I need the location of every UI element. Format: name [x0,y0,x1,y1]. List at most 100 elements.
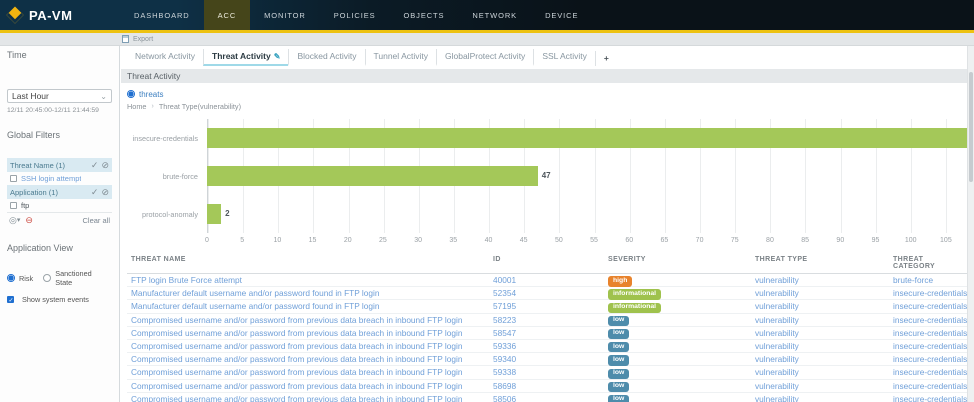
severity-badge[interactable]: informational [608,289,662,300]
cell-id[interactable]: 57195 [493,301,517,312]
radio-risk[interactable] [7,274,15,282]
cell-id[interactable]: 58506 [493,393,517,402]
severity-badge[interactable]: low [608,342,630,353]
cell-threat-name[interactable]: Compromised username and/or password fro… [131,393,463,402]
time-select[interactable]: Last Hour ⌄ [7,89,112,103]
threats-radio[interactable] [127,90,135,98]
radio-sanctioned-state[interactable] [43,274,52,282]
nav-tab-network[interactable]: NETWORK [472,10,518,20]
cell-threat-type[interactable]: vulnerability [755,393,799,402]
cell-threat-name[interactable]: Compromised username and/or password fro… [131,314,463,325]
severity-badge[interactable]: low [608,315,630,327]
cell-id[interactable]: 40001 [493,275,517,286]
tab-globalprotect-activity[interactable]: GlobalProtect Activity [436,49,533,66]
cell-threat-category[interactable]: insecure-credentials [893,354,967,365]
severity-badge[interactable]: low [608,368,630,379]
severity-badge[interactable]: high [608,276,633,287]
column-header-threat-name[interactable]: Threat Name [131,256,186,263]
export-label[interactable]: Export [133,35,154,43]
bar-protocol-anomaly[interactable]: 2 [207,204,230,224]
cell-threat-category[interactable]: insecure-credentials [893,288,967,299]
cell-threat-type[interactable]: vulnerability [755,327,799,338]
cell-threat-type[interactable]: vulnerability [755,367,799,378]
tab-network-activity[interactable]: Network Activity [127,49,203,66]
export-icon[interactable] [122,35,129,43]
cell-threat-category[interactable]: insecure-credentials [893,314,967,325]
nav-tab-device[interactable]: DEVICE [545,10,579,20]
cell-id[interactable]: 52354 [493,288,517,299]
cell-threat-name[interactable]: Compromised username and/or password fro… [131,327,463,338]
severity-badge[interactable]: low [608,394,630,402]
remove-filter-icon[interactable]: ⊖ [25,214,33,225]
column-header-threat-type[interactable]: Threat Type [755,256,808,263]
nav-tab-objects[interactable]: OBJECTS [403,10,445,20]
cell-threat-category[interactable]: insecure-credentials [893,341,967,352]
severity-badge[interactable]: informational [608,302,662,313]
severity-badge[interactable]: low [608,328,630,340]
filter-target-icon[interactable]: ◎ [9,214,17,225]
nav-tab-acc[interactable]: ACC [203,0,251,30]
column-header-threat-category[interactable]: Threat Category [893,256,936,270]
filter-item-checkbox[interactable] [10,175,17,182]
block-circle-icon[interactable]: ⊘ [101,159,109,170]
nav-tab-dashboard[interactable]: DASHBOARD [134,10,190,20]
cell-threat-category[interactable]: insecure-credentials [893,367,967,378]
bar-brute-force[interactable]: 47 [207,166,551,186]
tab-blocked-activity[interactable]: Blocked Activity [288,49,364,66]
bar-insecure-credentials[interactable] [207,128,967,148]
clear-all-button[interactable]: Clear all [82,215,110,225]
cell-threat-type[interactable]: vulnerability [755,314,799,325]
cell-id[interactable]: 58698 [493,380,517,391]
filter-item-checkbox[interactable] [10,202,17,209]
edit-tab-icon[interactable]: ✎ [273,52,281,61]
cell-threat-type[interactable]: vulnerability [755,288,799,299]
cell-threat-type[interactable]: vulnerability [755,301,799,312]
nav-tab-policies[interactable]: POLICIES [333,10,376,20]
severity-badge[interactable]: low [608,381,630,392]
filter-caret-icon[interactable]: ▾ [16,217,21,224]
check-circle-icon[interactable]: ✓ [90,186,99,197]
add-tab-button[interactable]: + [594,51,617,66]
cell-threat-name[interactable]: Manufacturer default username and/or pas… [131,301,380,312]
cell-threat-type[interactable]: vulnerability [755,341,799,352]
threat-bar-chart: insecure-credentials brute-force 47 protoco… [127,119,967,247]
vertical-scrollbar[interactable] [967,46,974,402]
cell-threat-category[interactable]: insecure-credentials [893,380,967,391]
cell-severity: low [604,353,751,366]
bar-track: 2 [207,204,967,224]
cell-threat-type[interactable]: vulnerability [755,354,799,365]
cell-threat-name[interactable]: Compromised username and/or password fro… [131,341,463,352]
nav-tab-monitor[interactable]: MONITOR [264,10,306,20]
cell-threat-name[interactable]: FTP login Brute Force attempt [131,275,242,286]
cell-id[interactable]: 58547 [493,327,517,338]
cell-threat-type[interactable]: vulnerability [755,275,799,286]
cell-id[interactable]: 59340 [493,354,517,365]
breadcrumb-home[interactable]: Home [127,102,147,111]
cell-threat-category[interactable]: insecure-credentials [893,327,967,338]
breadcrumb-current[interactable]: Threat Type(vulnerability) [158,102,242,111]
severity-badge[interactable]: low [608,355,630,366]
cell-threat-type[interactable]: vulnerability [755,380,799,391]
time-label: Time [7,50,27,60]
tab-tunnel-activity[interactable]: Tunnel Activity [364,49,437,66]
cell-threat-name[interactable]: Manufacturer default username and/or pas… [131,288,380,299]
column-header-severity[interactable]: Severity [608,256,646,263]
cell-threat-name[interactable]: Compromised username and/or password fro… [131,354,463,365]
tab-threat-activity[interactable]: Threat Activity ✎ [203,49,289,66]
cell-id[interactable]: 58223 [493,314,517,325]
cell-threat-category[interactable]: insecure-credentials [893,393,967,402]
check-circle-icon[interactable]: ✓ [90,159,99,170]
column-header-id[interactable]: ID [493,256,501,263]
block-circle-icon[interactable]: ⊘ [101,186,109,197]
cell-threat-category[interactable]: brute-force [893,275,934,286]
tab-ssl-activity[interactable]: SSL Activity [533,49,595,66]
cell-threat-category[interactable]: insecure-credentials [893,301,967,312]
cell-threat-name[interactable]: Compromised username and/or password fro… [131,380,463,391]
show-system-events-checkbox[interactable] [7,296,14,304]
scrollbar-thumb[interactable] [969,72,973,182]
threats-radio-label: threats [139,89,164,99]
cell-id[interactable]: 59336 [493,341,517,352]
cell-id[interactable]: 59338 [493,367,517,378]
cell-threat-name[interactable]: Compromised username and/or password fro… [131,367,463,378]
